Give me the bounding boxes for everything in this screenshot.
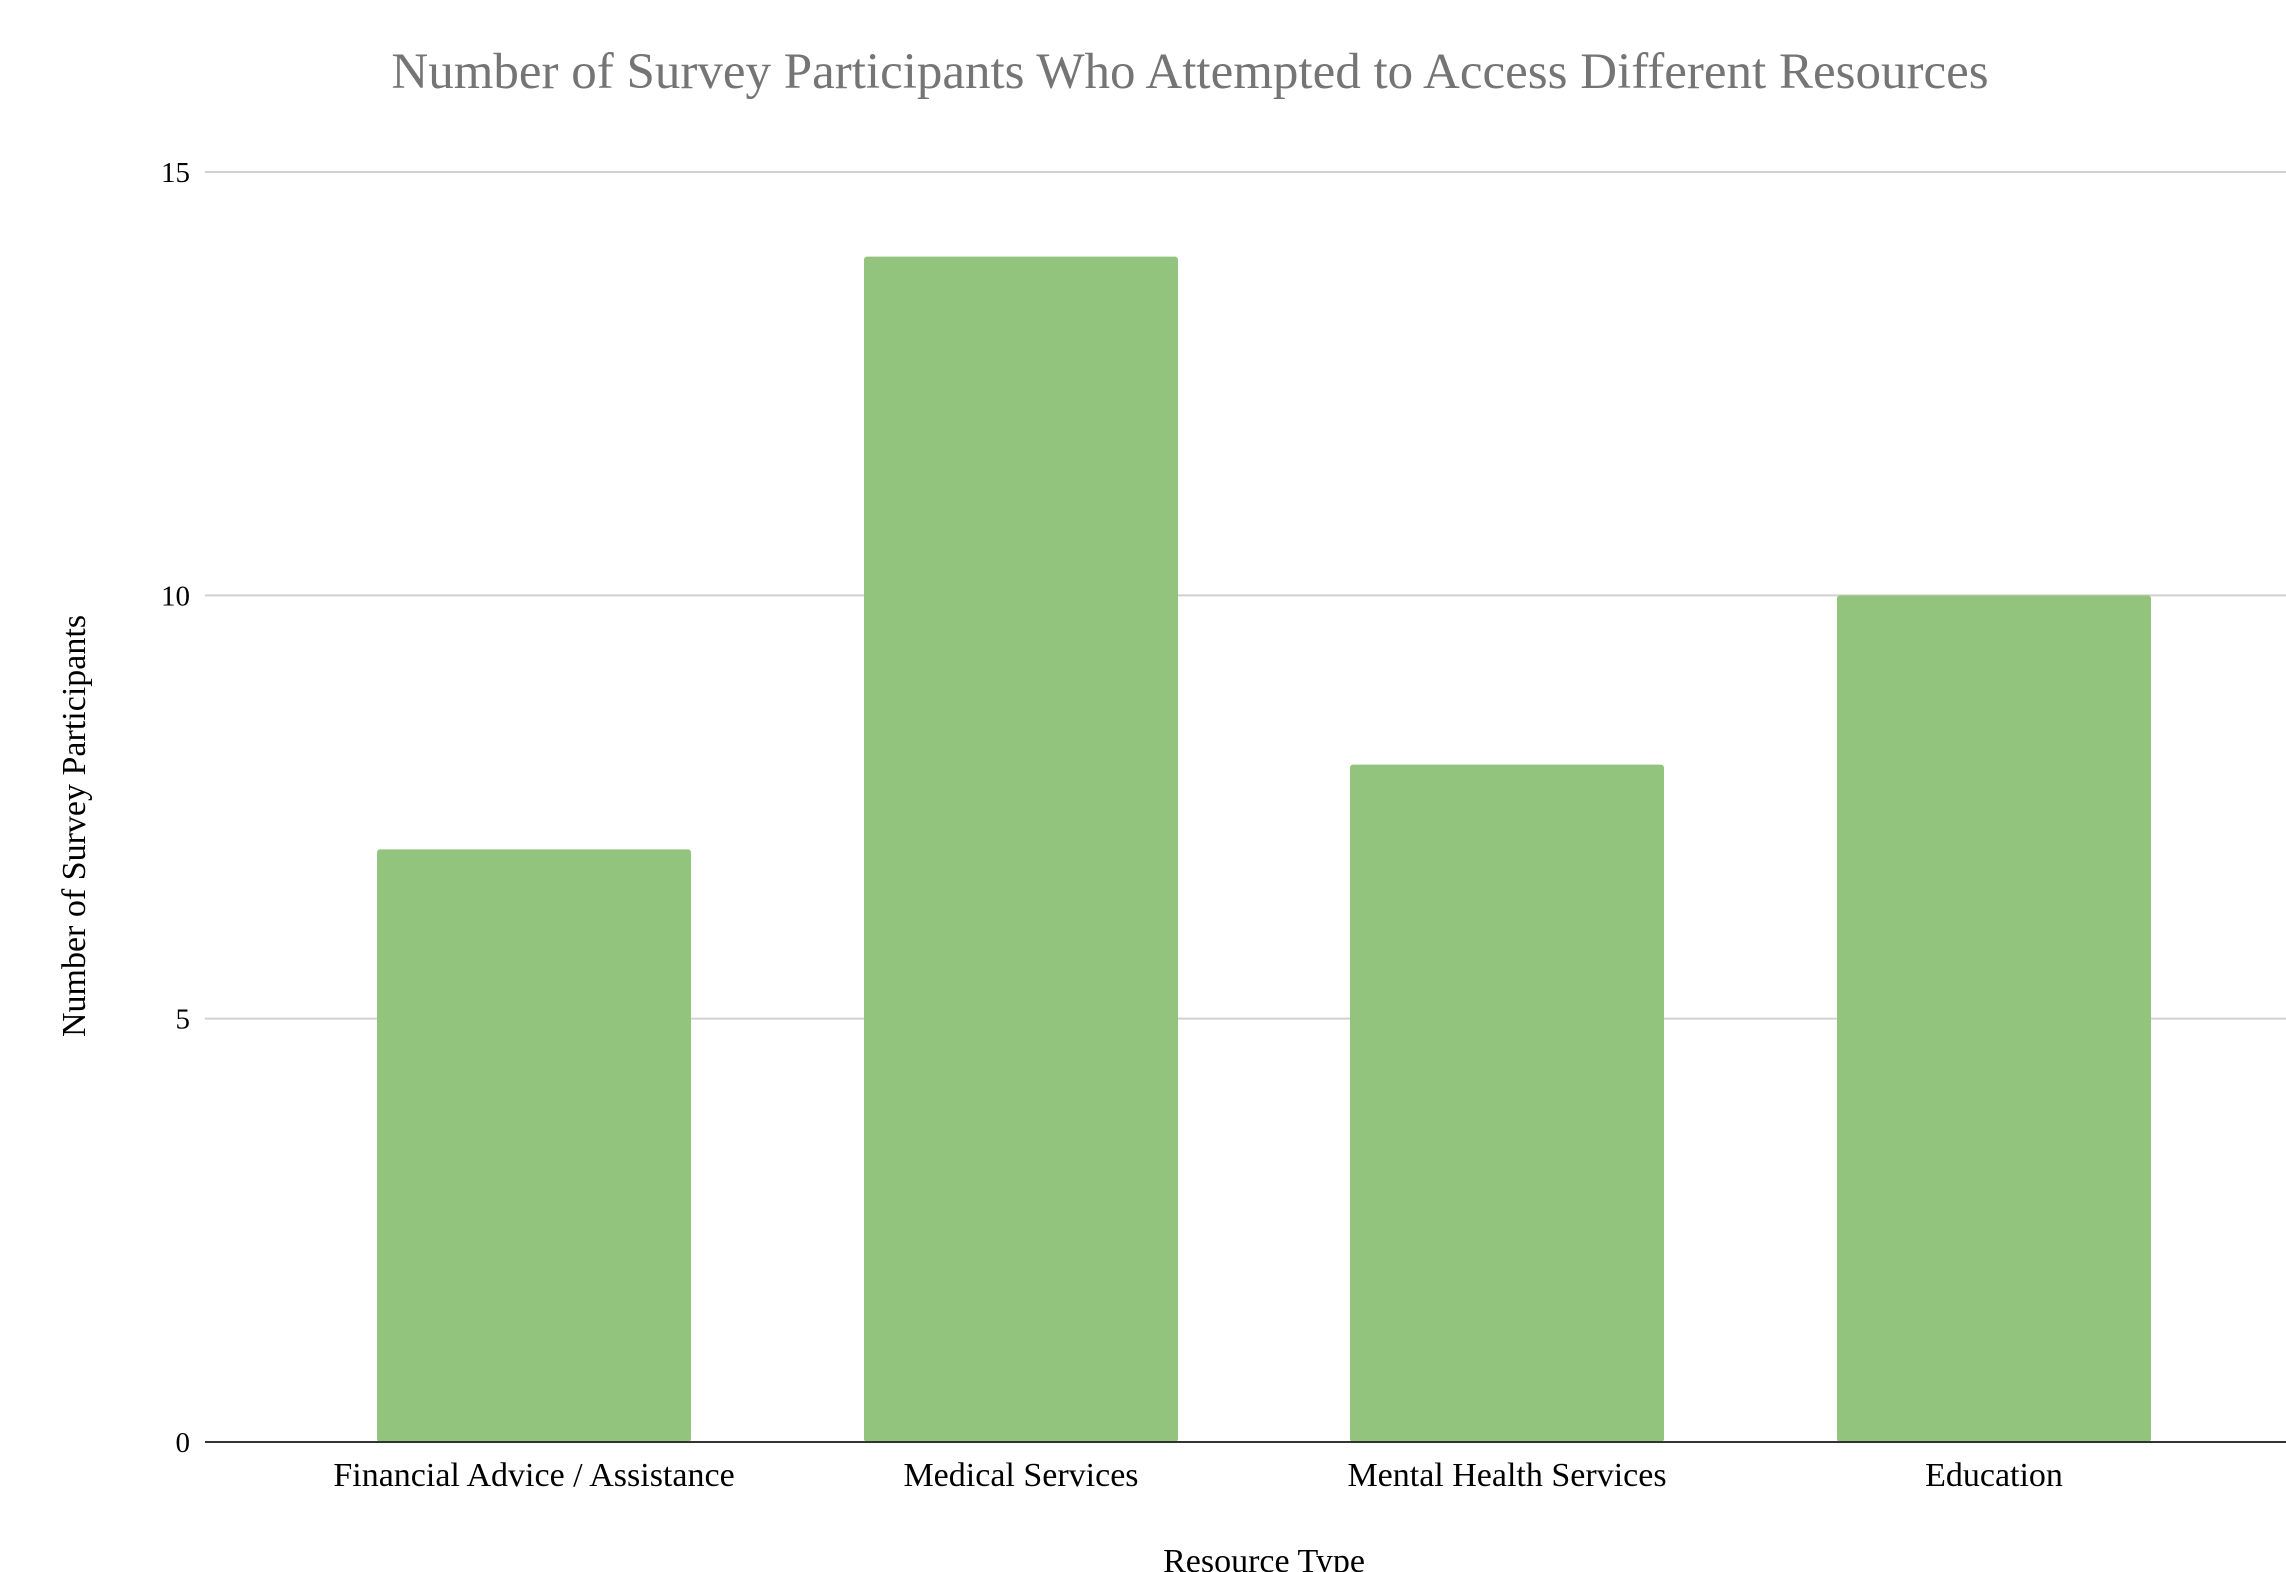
bars <box>377 256 2151 1443</box>
bar <box>377 849 691 1442</box>
y-tick-label: 10 <box>161 580 190 612</box>
x-axis-label: Resource Type <box>1163 1543 1365 1572</box>
y-tick-label: 5 <box>176 1004 191 1036</box>
bar <box>1350 764 1664 1442</box>
x-category-label: Mental Health Services <box>1347 1457 1666 1494</box>
y-axis-ticks: 0 5 10 15 <box>161 157 190 1459</box>
bar <box>1837 595 2151 1442</box>
x-category-label: Education <box>1925 1457 2063 1494</box>
x-axis-categories: Financial Advice / Assistance Medical Ser… <box>333 1457 2063 1494</box>
x-category-label: Medical Services <box>903 1457 1138 1494</box>
chart-title: Number of Survey Participants Who Attemp… <box>391 44 1988 100</box>
bar <box>864 256 1178 1443</box>
x-category-label: Financial Advice / Assistance <box>333 1457 734 1494</box>
y-tick-label: 0 <box>176 1427 191 1459</box>
y-axis-label: Number of Survey Participants <box>56 615 93 1037</box>
y-tick-label: 15 <box>161 157 190 189</box>
